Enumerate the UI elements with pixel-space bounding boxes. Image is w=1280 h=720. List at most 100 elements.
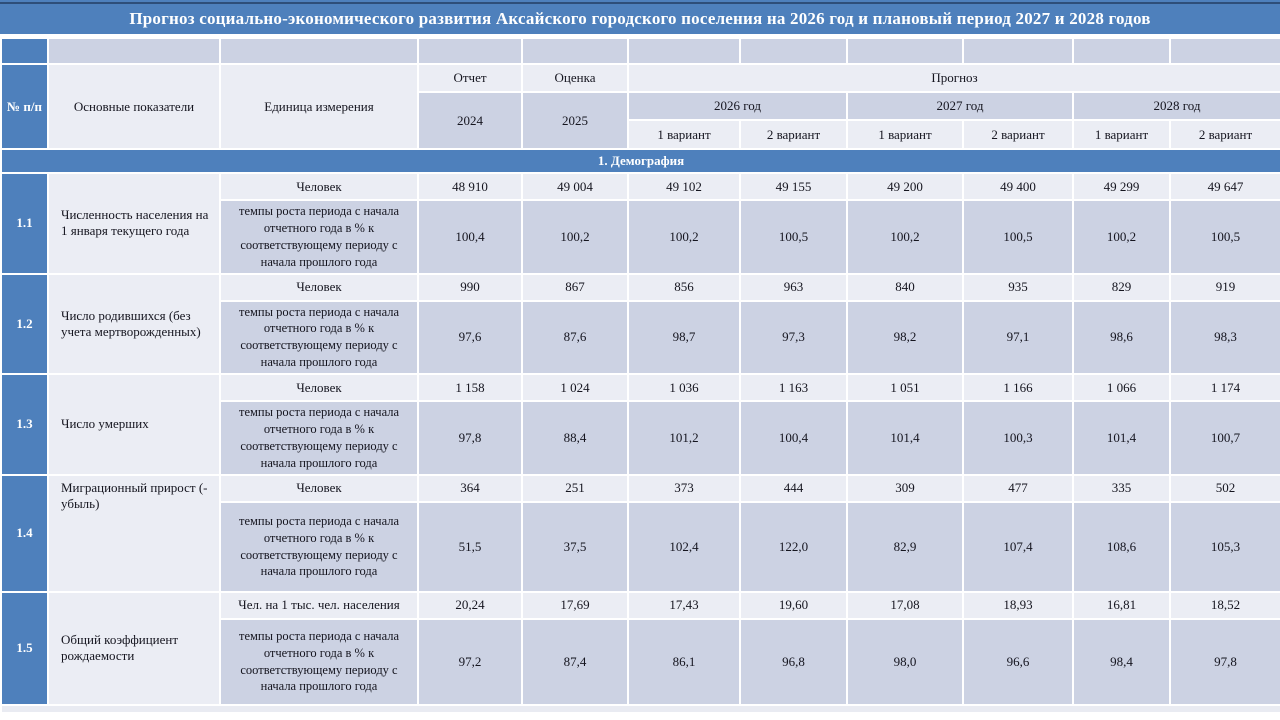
value-cell: 1 051 — [846, 373, 964, 402]
col-header-variant2: 2 вариант — [962, 119, 1074, 150]
value-cell: 1 158 — [417, 373, 523, 402]
section-title: 1. Демография — [0, 148, 1280, 174]
growth-value-cell: 122,0 — [739, 500, 848, 593]
unit-cell: Человек — [219, 172, 419, 201]
cutoff-cell — [0, 703, 1280, 714]
growth-value-cell: 97,3 — [739, 299, 848, 375]
growth-value-cell: 101,2 — [627, 400, 741, 476]
spacer-row — [0, 37, 1280, 65]
growth-value-cell: 97,6 — [417, 299, 523, 375]
table-row: 1.2 Число родившихся (без учета мертворо… — [0, 272, 1280, 375]
growth-label-cell: темпы роста периода с начала отчетного г… — [219, 199, 419, 275]
value-cell: 49 004 — [521, 172, 629, 201]
growth-value-cell: 100,2 — [521, 199, 629, 275]
value-cell: 444 — [739, 473, 848, 503]
value-cell: 1 066 — [1072, 373, 1171, 402]
growth-value-cell: 100,5 — [739, 199, 848, 275]
value-cell: 17,69 — [521, 590, 629, 620]
indicator-cell: Миграционный прирост (-убыль) — [47, 473, 221, 593]
row-num-cell: 1.5 — [0, 590, 49, 706]
value-cell: 364 — [417, 473, 523, 503]
header-row-3: 1 вариант 2 вариант 1 вариант 2 вариант … — [1, 119, 1280, 150]
value-cell: 335 — [1072, 473, 1171, 503]
indicator-cell: Число умерших — [47, 373, 221, 476]
value-cell: 477 — [962, 473, 1074, 503]
unit-cell: Человек — [219, 473, 419, 503]
indicator-cell: Число родившихся (без учета мертворожден… — [47, 272, 221, 375]
value-cell: 502 — [1169, 473, 1280, 503]
table-row: 1.1 Численность населения на 1 января те… — [0, 172, 1280, 275]
col-header-variant1: 1 вариант — [1072, 119, 1171, 150]
growth-value-cell: 87,6 — [521, 299, 629, 375]
col-header-variant1: 1 вариант — [846, 119, 964, 150]
value-cell: 963 — [739, 272, 848, 302]
value-cell: 17,08 — [846, 590, 964, 620]
indicator-cell: Общий коэффициент рождаемости — [47, 590, 221, 706]
empty-cell — [521, 37, 629, 65]
value-cell: 49 647 — [1169, 172, 1280, 201]
growth-value-cell: 37,5 — [521, 500, 629, 593]
table-row: темпы роста периода с начала отчетного г… — [1, 199, 1280, 275]
value-cell: 49 400 — [962, 172, 1074, 201]
growth-value-cell: 100,5 — [962, 199, 1074, 275]
growth-label-cell: темпы роста периода с начала отчетного г… — [219, 500, 419, 593]
table-row: темпы роста периода с начала отчетного г… — [1, 500, 1280, 593]
growth-label-cell: темпы роста периода с начала отчетного г… — [219, 400, 419, 476]
growth-value-cell: 98,7 — [627, 299, 741, 375]
growth-value-cell: 97,1 — [962, 299, 1074, 375]
col-header-2024: 2024 — [417, 91, 523, 150]
col-header-forecast: Прогноз — [627, 63, 1280, 93]
growth-value-cell: 98,6 — [1072, 299, 1171, 375]
value-cell: 1 036 — [627, 373, 741, 402]
col-header-variant2: 2 вариант — [739, 119, 848, 150]
value-cell: 990 — [417, 272, 523, 302]
table-row: 1.4 Миграционный прирост (-убыль) Челове… — [0, 473, 1280, 593]
value-cell: 935 — [962, 272, 1074, 302]
value-cell: 829 — [1072, 272, 1171, 302]
row-num-cell: 1.2 — [0, 272, 49, 375]
indicator-cell: Численность населения на 1 января текуще… — [47, 172, 221, 275]
growth-value-cell: 98,2 — [846, 299, 964, 375]
value-cell: 48 910 — [417, 172, 523, 201]
growth-value-cell: 98,0 — [846, 617, 964, 706]
growth-value-cell: 100,3 — [962, 400, 1074, 476]
row-num-cell: 1.4 — [0, 473, 49, 593]
value-cell: 17,43 — [627, 590, 741, 620]
growth-value-cell: 51,5 — [417, 500, 523, 593]
value-cell: 856 — [627, 272, 741, 302]
value-cell: 309 — [846, 473, 964, 503]
col-header-report: Отчет — [417, 63, 523, 93]
growth-value-cell: 100,2 — [627, 199, 741, 275]
growth-label-cell: темпы роста периода с начала отчетного г… — [219, 299, 419, 375]
value-cell: 49 155 — [739, 172, 848, 201]
col-header-estimate: Оценка — [521, 63, 629, 93]
value-cell: 867 — [521, 272, 629, 302]
empty-cell — [417, 37, 523, 65]
table-row: 1.3 Число умерших Человек 1 158 1 024 1 … — [0, 373, 1280, 476]
growth-value-cell: 100,4 — [417, 199, 523, 275]
empty-cell — [739, 37, 848, 65]
table-row: темпы роста периода с начала отчетного г… — [1, 400, 1280, 476]
empty-cell — [47, 37, 221, 65]
unit-cell: Чел. на 1 тыс. чел. населения — [219, 590, 419, 620]
growth-value-cell: 98,4 — [1072, 617, 1171, 706]
col-header-num: № п/п — [0, 63, 49, 150]
growth-value-cell: 101,4 — [846, 400, 964, 476]
table-row: темпы роста периода с начала отчетного г… — [1, 299, 1280, 375]
unit-cell: Человек — [219, 272, 419, 302]
value-cell: 18,52 — [1169, 590, 1280, 620]
forecast-table: № п/п Основные показатели Единица измере… — [0, 37, 1280, 714]
value-cell: 18,93 — [962, 590, 1074, 620]
col-header-indicators: Основные показатели — [47, 63, 221, 150]
col-header-variant2: 2 вариант — [1169, 119, 1280, 150]
row-num-cell: 1.1 — [0, 172, 49, 275]
page-title: Прогноз социально-экономического развити… — [0, 4, 1280, 34]
value-cell: 49 102 — [627, 172, 741, 201]
col-header-unit: Единица измерения — [219, 63, 419, 150]
header-row-2: 2024 2025 2026 год 2027 год 2028 год — [1, 91, 1280, 150]
value-cell: 49 299 — [1072, 172, 1171, 201]
col-header-2026: 2026 год — [627, 91, 848, 121]
growth-value-cell: 86,1 — [627, 617, 741, 706]
value-cell: 16,81 — [1072, 590, 1171, 620]
value-cell: 1 166 — [962, 373, 1074, 402]
